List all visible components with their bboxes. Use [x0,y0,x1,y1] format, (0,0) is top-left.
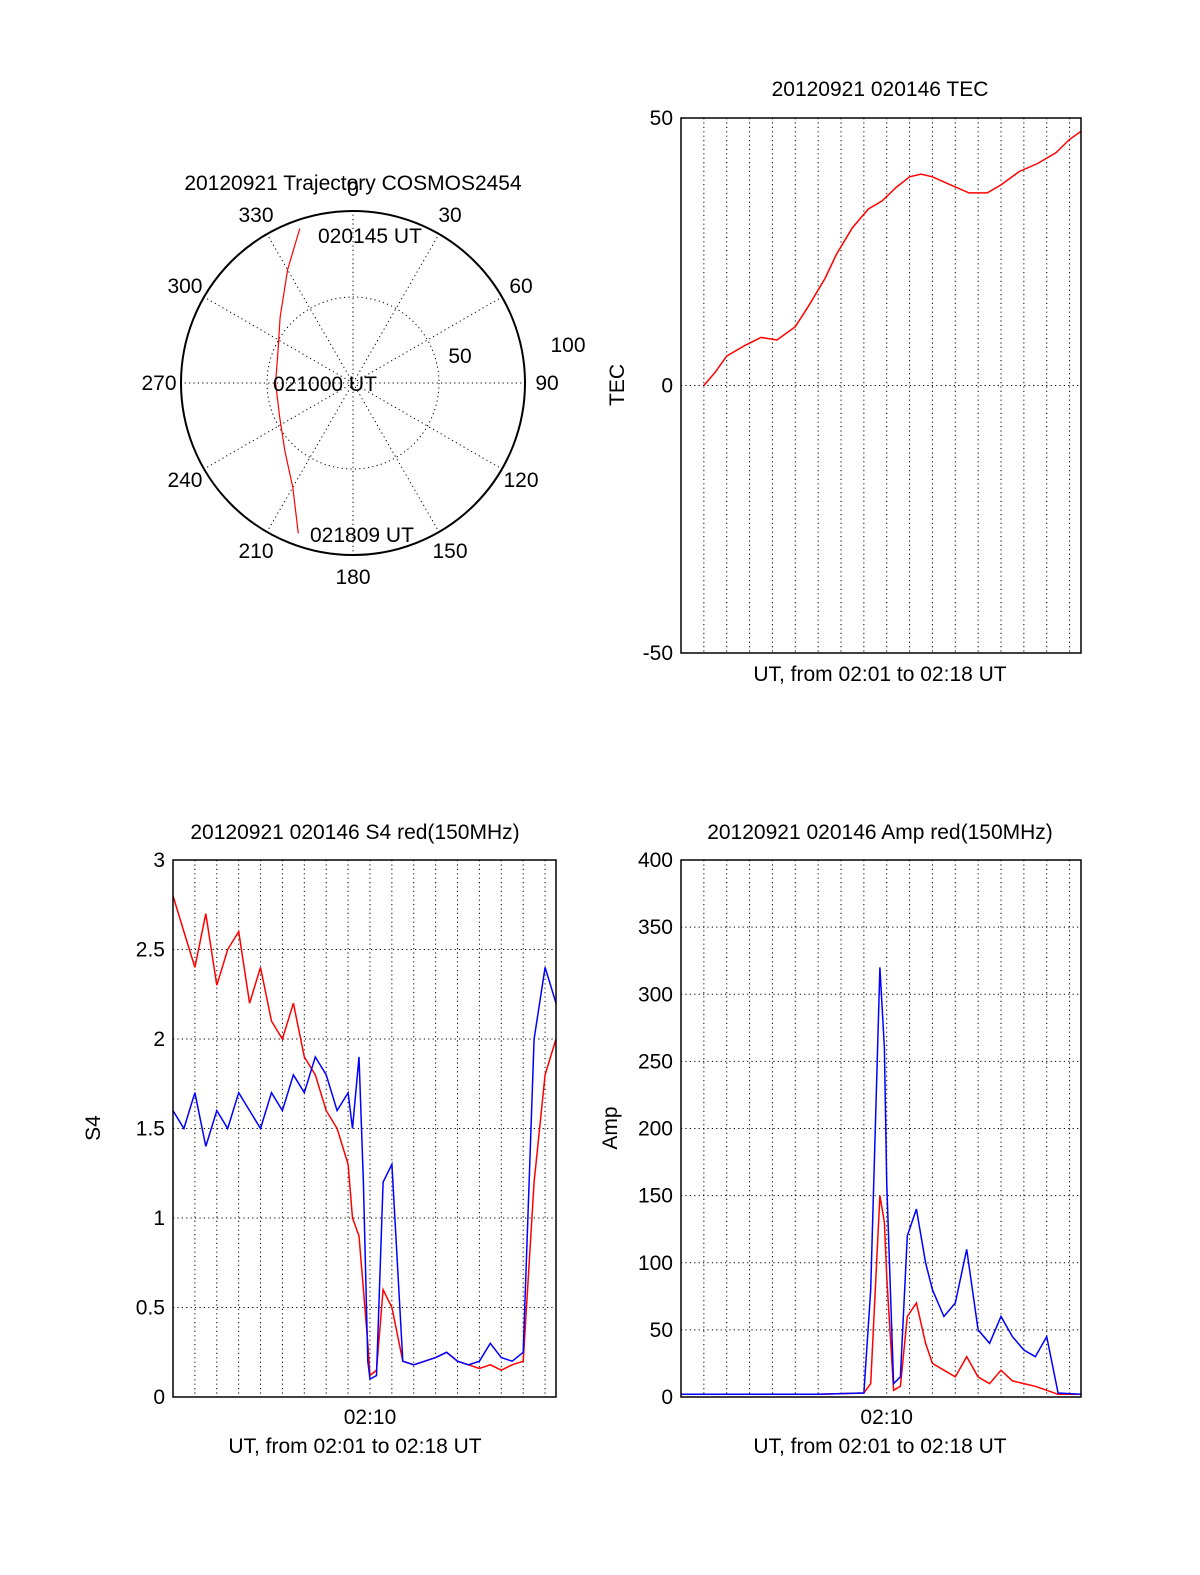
polar-annotation-mid: 021000 UT [273,373,377,396]
s4-y-label: S4 [82,1115,105,1141]
tec-y-label: TEC [606,364,629,406]
amp-grid [681,860,1081,1397]
s4-blue-series-line [172,967,557,1381]
polar-annotation-start: 020145 UT [318,225,422,248]
s4-red-series-line [172,895,557,1377]
polar-spoke [266,233,354,384]
s4-title: 20120921 020146 S4 red(150MHz) [190,821,519,844]
polar-azimuth-label: 0 [347,178,359,201]
s4-x-label: UT, from 02:01 to 02:18 UT [228,1435,481,1458]
y-tick-label: 0 [153,1386,165,1409]
y-tick-label: 2.5 [136,939,165,962]
amp-x-label: UT, from 02:01 to 02:18 UT [753,1435,1006,1458]
y-tick-label: 1.5 [136,1118,165,1141]
polar-title: 20120921 Trajectory COSMOS2454 [184,172,522,195]
polar-azimuth-label: 90 [535,372,558,395]
tec-title: 20120921 020146 TEC [772,78,989,101]
y-tick-label: 2 [153,1028,165,1051]
y-tick-label: 250 [638,1050,673,1073]
y-tick-label: 50 [650,1319,673,1342]
polar-grid [181,211,525,555]
polar-radial-label-50: 50 [448,345,471,368]
amp-y-ticks: 0 50 100 150 200 250 300 350 400 [638,849,673,1409]
y-tick-label: 3 [153,849,165,872]
polar-azimuth-label: 60 [509,275,532,298]
amp-x-tick-label: 02:10 [860,1406,913,1429]
s4-grid [173,860,556,1397]
y-tick-label: 350 [638,916,673,939]
s4-x-tick-label: 02:10 [344,1406,397,1429]
amp-title: 20120921 020146 Amp red(150MHz) [707,821,1053,844]
polar-panel: 20120921 Trajectory COSMOS2454 0 30 60 90 12… [141,172,585,589]
y-tick-label: 0 [661,1386,673,1409]
s4-plot-frame [172,859,557,1398]
polar-azimuth-label: 240 [167,469,202,492]
polar-azimuth-label: 330 [238,204,273,227]
tec-series-line [703,130,1082,386]
polar-grid-ring-50 [266,296,440,470]
y-tick-label: 1 [153,1207,165,1230]
polar-spoke [352,382,440,533]
tec-panel: 20120921 020146 TEC -50 0 50 TEC UT, from … [606,78,1082,686]
polar-annotation-end: 021809 UT [310,524,414,547]
y-tick-label: 150 [638,1185,673,1208]
y-tick-label: 400 [638,849,673,872]
amp-y-label: Amp [599,1106,622,1149]
y-tick-label: 100 [638,1252,673,1275]
amp-blue-series-line [681,967,1082,1396]
s4-y-ticks: 0 0.5 1 1.5 2 2.5 3 [136,849,165,1409]
y-tick-label: 300 [638,983,673,1006]
polar-spoke [266,382,354,533]
polar-azimuth-label: 270 [141,372,176,395]
polar-azimuth-label: 30 [438,204,461,227]
tec-y-ticks: -50 0 50 [643,107,673,665]
polar-azimuth-label: 300 [167,275,202,298]
amp-plot-frame [680,859,1082,1398]
polar-radial-label-100: 100 [550,334,585,357]
polar-azimuth-label: 210 [238,540,273,563]
tec-plot-frame [680,117,1082,654]
amp-panel: 20120921 020146 Amp red(150MHz) 0 50 100 15… [599,821,1082,1458]
y-tick-label: 0.5 [136,1297,165,1320]
y-tick-label: 50 [650,107,673,130]
polar-azimuth-label: 180 [335,566,370,589]
s4-panel: 20120921 020146 S4 red(150MHz) 0 0.5 1 1.5 2… [82,821,557,1458]
polar-trajectory-line [274,228,301,534]
polar-azimuth-label: 120 [503,469,538,492]
polar-azimuth-label: 150 [432,540,467,563]
polar-azimuth-labels: 0 30 60 90 120 150 180 210 240 270 300 330 [141,178,558,589]
tec-grid [681,118,1081,653]
polar-spoke [352,296,503,384]
y-tick-label: 200 [638,1118,673,1141]
y-tick-label: -50 [643,642,673,665]
tec-x-label: UT, from 02:01 to 02:18 UT [753,663,1006,686]
y-tick-label: 0 [661,375,673,398]
polar-outer-circle [180,210,526,556]
amp-red-series-line [681,1195,1081,1396]
